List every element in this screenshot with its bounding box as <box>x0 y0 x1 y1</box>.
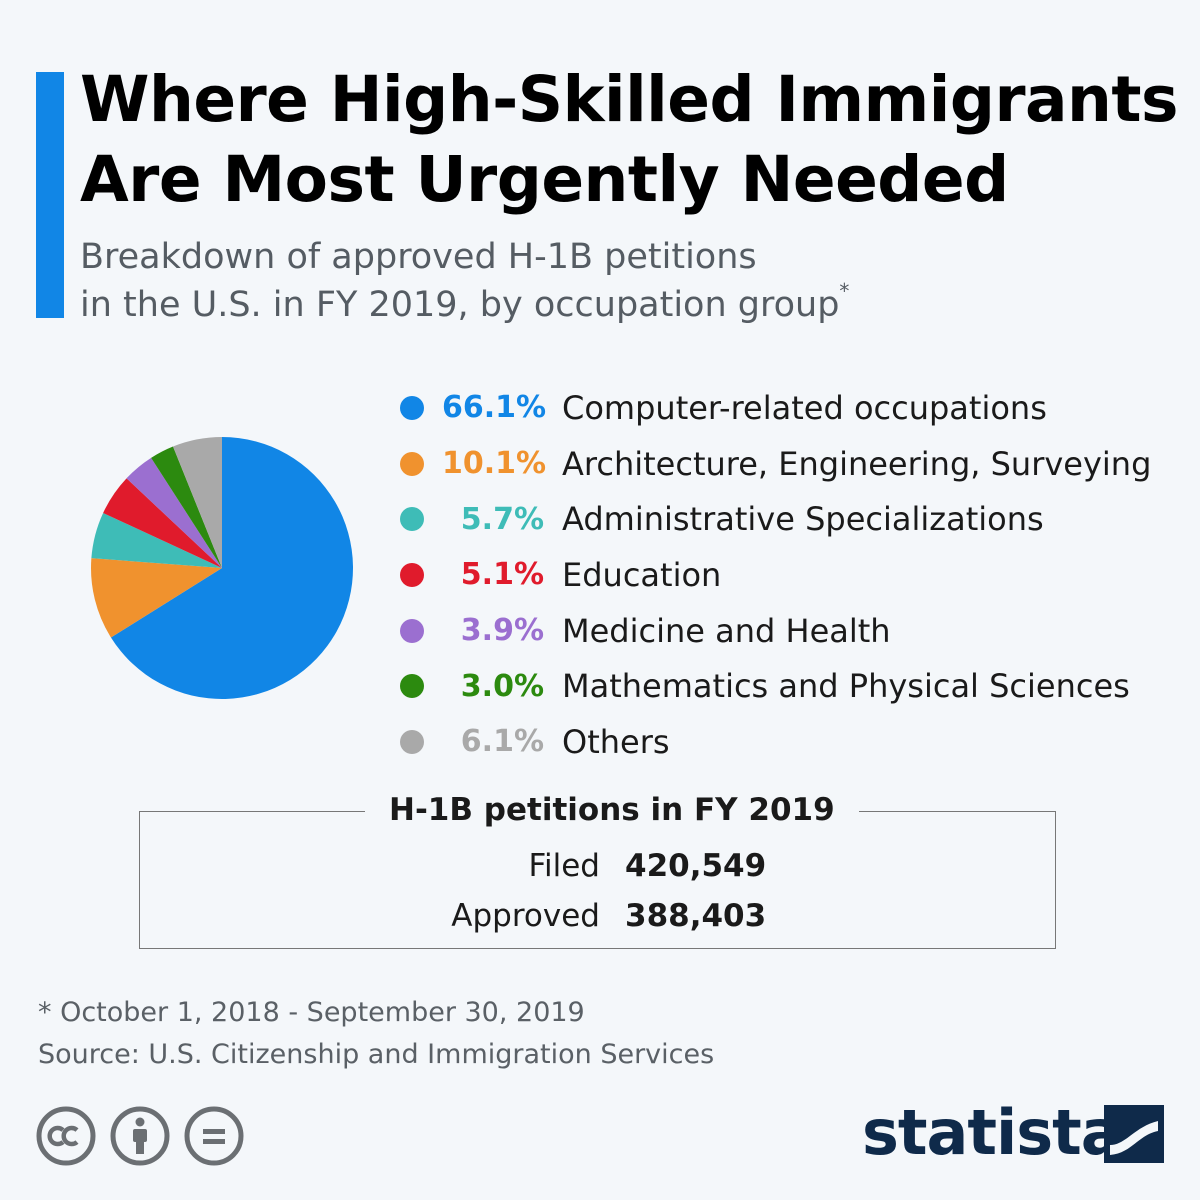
legend-label: Administrative Specializations <box>562 500 1044 539</box>
legend-swatch <box>400 395 424 420</box>
legend-item-computer-related-occupations: 66.1% Computer-related occupations <box>400 380 1190 436</box>
pie-slice-others <box>173 437 222 568</box>
title-line-2: Are Most Urgently Needed <box>80 143 1009 216</box>
license-icons <box>36 1106 244 1166</box>
approved-value: 388,403 <box>625 898 767 934</box>
pie-chart <box>91 437 353 699</box>
legend-value: 5.7% <box>460 501 544 537</box>
date-range-note: * October 1, 2018 - September 30, 2019 <box>38 997 585 1028</box>
legend-item-administrative-specializations: 5.7% Administrative Specializations <box>400 491 1190 547</box>
legend-swatch <box>400 618 424 643</box>
chart-subtitle: Breakdown of approved H-1B petitions in … <box>80 233 1180 329</box>
legend-value: 3.9% <box>460 613 544 649</box>
pie-slice-architecture-engineering-surveying <box>91 558 222 638</box>
pie-slice-administrative-specializations <box>91 512 222 568</box>
legend-swatch <box>400 451 424 476</box>
legend-value: 6.1% <box>460 724 544 760</box>
pie-slice-computer-related-occupations <box>110 437 353 699</box>
legend-swatch <box>400 729 424 754</box>
subtitle-line-2: in the U.S. in FY 2019, by occupation gr… <box>80 281 1180 329</box>
legend-swatch <box>400 674 424 699</box>
legend-value: 5.1% <box>460 557 544 593</box>
summary-row-filed: Filed 420,549 <box>140 844 1055 888</box>
chart-title: Where High-Skilled Immigrants Are Most U… <box>80 60 1190 220</box>
legend-label: Mathematics and Physical Sciences <box>562 667 1130 706</box>
filed-label: Filed <box>528 848 600 884</box>
legend-label: Education <box>562 555 722 594</box>
statista-logo[interactable]: statista <box>862 1095 1172 1171</box>
pie-slice-mathematics-and-physical-sciences <box>151 446 222 568</box>
source-note: Source: U.S. Citizenship and Immigration… <box>38 1039 715 1070</box>
legend-value: 66.1% <box>442 390 547 426</box>
summary-title: H-1B petitions in FY 2019 <box>365 788 859 832</box>
creative-commons-icon[interactable] <box>36 1106 96 1166</box>
legend-label: Medicine and Health <box>562 611 891 650</box>
legend-label: Architecture, Engineering, Surveying <box>562 444 1152 483</box>
approved-label: Approved <box>451 898 600 934</box>
legend-value: 3.0% <box>460 668 544 704</box>
legend-value: 10.1% <box>442 446 547 482</box>
legend-swatch <box>400 507 424 532</box>
summary-row-approved: Approved 388,403 <box>140 894 1055 938</box>
legend-item-education: 5.1% Education <box>400 547 1190 603</box>
pie-legend: 66.1% Computer-related occupations 10.1% Ar… <box>400 380 1190 770</box>
legend-item-medicine-and-health: 3.9% Medicine and Health <box>400 603 1190 659</box>
pie-slice-medicine-and-health <box>126 457 222 568</box>
legend-item-others: 6.1% Others <box>400 714 1190 770</box>
title-accent-bar <box>36 72 64 318</box>
subtitle-footnote-marker: * <box>839 279 850 303</box>
legend-item-architecture-engineering-surveying: 10.1% Architecture, Engineering, Surveyin… <box>400 436 1190 492</box>
brand-wordmark: statista <box>862 1096 1123 1169</box>
legend-label: Computer-related occupations <box>562 388 1047 427</box>
statista-mark-icon <box>1104 1105 1164 1163</box>
footnotes: * October 1, 2018 - September 30, 2019 S… <box>38 992 714 1076</box>
legend-swatch <box>400 562 424 587</box>
filed-value: 420,549 <box>625 848 767 884</box>
subtitle-line-2-text: in the U.S. in FY 2019, by occupation gr… <box>80 285 840 325</box>
subtitle-line-1: Breakdown of approved H-1B petitions <box>80 237 757 277</box>
title-line-1: Where High-Skilled Immigrants <box>80 63 1179 136</box>
petitions-summary-box: H-1B petitions in FY 2019 Filed 420,549 … <box>139 788 1056 949</box>
legend-item-mathematics-and-physical-sciences: 3.0% Mathematics and Physical Sciences <box>400 658 1190 714</box>
legend-label: Others <box>562 722 670 761</box>
attribution-icon[interactable] <box>110 1106 170 1166</box>
no-derivatives-icon[interactable] <box>184 1106 244 1166</box>
pie-slice-education <box>103 478 222 568</box>
